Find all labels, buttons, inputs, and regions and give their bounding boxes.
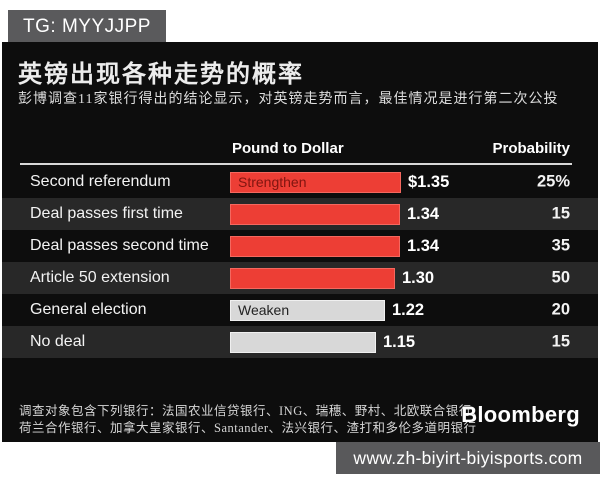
chart-subtitle: 彭博调查11家银行得出的结论显示，对英镑走势而言，最佳情况是进行第二次公投 bbox=[18, 92, 559, 107]
table-row: Deal passes first time 1.34 15 bbox=[2, 198, 598, 230]
probability-value: 15 bbox=[551, 204, 570, 223]
probability-value: 25% bbox=[536, 172, 570, 191]
pound-bar bbox=[230, 203, 400, 225]
table-row: Article 50 extension 1.30 50 bbox=[2, 262, 598, 294]
scenario-label: General election bbox=[30, 301, 147, 318]
pound-value: 1.34 bbox=[407, 204, 440, 223]
chart-rows: Second referendum Strengthen $1.35 25% D… bbox=[2, 166, 598, 358]
probability-value: 20 bbox=[551, 300, 570, 319]
scenario-label: Deal passes first time bbox=[30, 205, 183, 222]
table-row: Second referendum Strengthen $1.35 25% bbox=[2, 166, 598, 198]
pound-value: 1.15 bbox=[383, 332, 416, 351]
pound-bar: Strengthen bbox=[230, 171, 401, 193]
bar-cell: 1.30 bbox=[230, 262, 434, 294]
bar-cell: 1.34 bbox=[230, 230, 439, 262]
probability-value: 35 bbox=[551, 236, 570, 255]
scenario-label: No deal bbox=[30, 333, 86, 350]
telegram-badge: TG: MYYJJPP bbox=[8, 10, 166, 43]
scenario-label: Article 50 extension bbox=[30, 269, 170, 286]
bar-cell: Strengthen $1.35 bbox=[230, 166, 449, 198]
survey-footnote: 调查对象包含下列银行：法国农业信贷银行、ING、瑞穗、野村、北欧联合银行、 荷兰… bbox=[19, 403, 485, 437]
chart-title: 英镑出现各种走势的概率 bbox=[18, 62, 304, 88]
column-header-pound-to-dollar: Pound to Dollar bbox=[232, 140, 344, 157]
bar-cell: Weaken 1.22 bbox=[230, 294, 424, 326]
pound-value: $1.35 bbox=[408, 172, 450, 191]
watermark-url: www.zh-biyirt-biyisports.com bbox=[336, 442, 600, 474]
table-row: No deal 1.15 15 bbox=[2, 326, 598, 358]
column-header-probability: Probability bbox=[492, 140, 570, 157]
probability-value: 15 bbox=[551, 332, 570, 351]
table-row: Deal passes second time 1.34 35 bbox=[2, 230, 598, 262]
probability-value: 50 bbox=[551, 268, 570, 287]
pound-bar bbox=[230, 235, 400, 257]
footnote-line-2: 荷兰合作银行、加拿大皇家银行、Santander、法兴银行、渣打和多伦多道明银行 bbox=[19, 421, 477, 435]
bar-direction-label: Strengthen bbox=[238, 174, 307, 190]
pound-value: 1.30 bbox=[402, 268, 435, 287]
header-divider bbox=[20, 163, 572, 165]
bloomberg-logo: Bloomberg bbox=[461, 402, 580, 427]
footnote-line-1: 调查对象包含下列银行：法国农业信贷银行、ING、瑞穗、野村、北欧联合银行、 bbox=[19, 404, 485, 418]
chart-panel: 英镑出现各种走势的概率 彭博调查11家银行得出的结论显示，对英镑走势而言，最佳情… bbox=[2, 42, 598, 442]
scenario-label: Second referendum bbox=[30, 173, 171, 190]
bar-cell: 1.34 bbox=[230, 198, 439, 230]
pound-bar bbox=[230, 267, 395, 289]
pound-bar bbox=[230, 331, 376, 353]
scenario-label: Deal passes second time bbox=[30, 237, 209, 254]
pound-value: 1.22 bbox=[392, 300, 425, 319]
bar-direction-label: Weaken bbox=[238, 302, 290, 318]
pound-value: 1.34 bbox=[407, 236, 440, 255]
pound-bar: Weaken bbox=[230, 299, 385, 321]
table-row: General election Weaken 1.22 20 bbox=[2, 294, 598, 326]
bar-cell: 1.15 bbox=[230, 326, 415, 358]
